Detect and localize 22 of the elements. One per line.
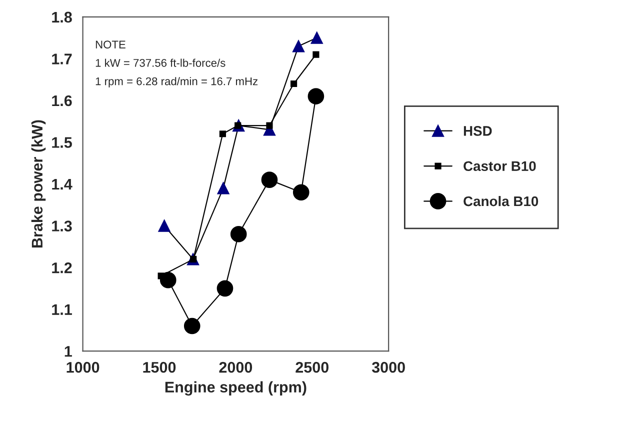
y-tick-label: 1.1 bbox=[52, 304, 72, 315]
x-tick-label: 3000 bbox=[372, 362, 405, 373]
annotation: NOTE bbox=[96, 40, 126, 48]
x-tick-label: 1500 bbox=[143, 362, 176, 373]
x-tick-label: 1000 bbox=[66, 362, 100, 373]
y-axis-title: Brake power (kW) bbox=[31, 120, 46, 248]
annotation: 1 kW = 737.56 ft-lb-force/s bbox=[96, 58, 226, 67]
x-tick-label: 2000 bbox=[219, 362, 252, 373]
y-tick-label: 1 bbox=[64, 346, 72, 357]
x-tick-label: 2500 bbox=[296, 362, 328, 373]
legend-label: HSD bbox=[464, 126, 492, 136]
y-tick-label: 1.2 bbox=[52, 262, 72, 274]
y-tick-label: 1.8 bbox=[52, 12, 72, 23]
y-tick-label: 1.3 bbox=[52, 220, 72, 232]
legend-label: Castor B10 bbox=[464, 161, 536, 172]
y-tick-label: 1.6 bbox=[52, 95, 72, 106]
y-tick-label: 1.5 bbox=[52, 137, 72, 148]
legend-label: Canola B10 bbox=[464, 196, 538, 206]
y-tick-label: 1.7 bbox=[52, 54, 72, 64]
annotation: 1 rpm = 6.28 rad/min = 16.7 mHz bbox=[96, 77, 258, 88]
y-tick-label: 1.4 bbox=[52, 179, 72, 190]
x-axis-title: Engine speed (rpm) bbox=[165, 381, 306, 396]
